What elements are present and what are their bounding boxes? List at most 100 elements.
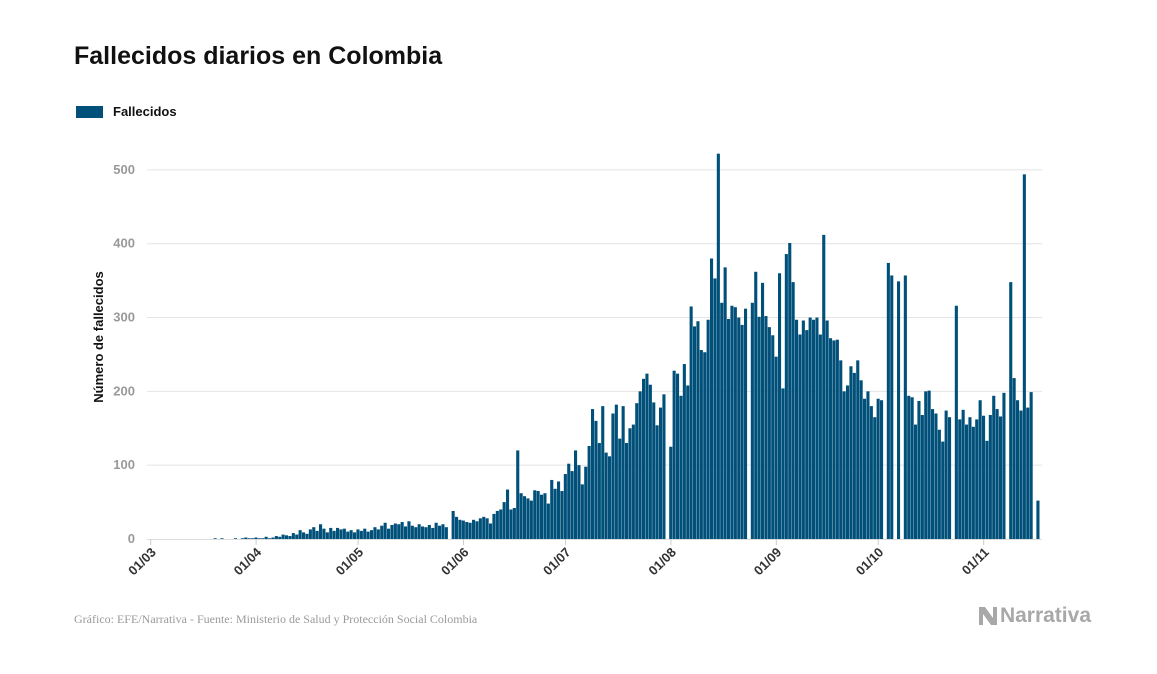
y-tick-label: 500: [113, 162, 135, 177]
bar: [451, 510, 455, 539]
bar: [601, 406, 605, 539]
bar: [754, 271, 758, 539]
y-tick-label: 300: [113, 310, 135, 325]
bar: [1022, 174, 1026, 539]
bar: [533, 490, 537, 539]
bar: [400, 522, 404, 539]
bar: [213, 538, 217, 539]
bar: [356, 529, 360, 539]
bar: [948, 417, 952, 539]
bar: [431, 527, 435, 539]
bar: [485, 518, 489, 539]
bar: [652, 402, 656, 539]
x-tick-label: 01/09: [751, 545, 785, 579]
bar: [856, 360, 860, 539]
bar: [788, 242, 792, 540]
bar: [414, 527, 418, 539]
bar: [244, 537, 248, 539]
bar: [264, 536, 268, 539]
bar: [995, 409, 999, 539]
bar: [965, 424, 969, 539]
bar: [771, 335, 775, 539]
bar: [737, 317, 741, 539]
bar: [679, 395, 683, 539]
bar: [937, 429, 941, 539]
bar: [825, 320, 829, 539]
bar: [342, 528, 346, 539]
bar: [1036, 500, 1040, 539]
bar: [257, 538, 261, 539]
bar: [611, 413, 615, 539]
bar: [846, 385, 850, 539]
bar: [815, 317, 819, 539]
bar: [910, 397, 914, 539]
bar: [625, 443, 629, 539]
bar: [642, 378, 646, 539]
bar: [982, 415, 986, 539]
bar: [720, 302, 724, 539]
bar: [1016, 400, 1020, 539]
bar: [438, 525, 442, 539]
bar: [421, 526, 425, 539]
bar: [550, 479, 554, 539]
bar: [648, 384, 652, 539]
bar: [536, 491, 540, 539]
bar: [869, 406, 873, 539]
bar: [553, 488, 557, 539]
bar: [968, 417, 972, 539]
bar: [580, 484, 584, 539]
bar: [584, 466, 588, 539]
legend: Fallecidos: [76, 104, 177, 119]
bar: [808, 317, 812, 539]
legend-label: Fallecidos: [113, 104, 177, 119]
bar: [271, 537, 275, 539]
bar: [961, 409, 965, 539]
bar: [332, 530, 336, 539]
x-tick-label: 01/07: [540, 545, 574, 579]
bar: [608, 456, 612, 539]
bar: [852, 372, 856, 539]
bar: [441, 524, 445, 539]
bar: [339, 529, 343, 539]
bar: [635, 403, 639, 539]
bar: [489, 523, 493, 539]
bar: [305, 533, 309, 539]
bar: [478, 518, 482, 539]
bar: [472, 519, 476, 539]
bar: [618, 438, 622, 539]
x-tick-label: 01/06: [438, 545, 472, 579]
bar: [329, 527, 333, 539]
bar: [812, 319, 816, 539]
bar: [465, 522, 469, 539]
bar: [890, 275, 894, 539]
bar: [839, 360, 843, 539]
bar: [784, 254, 788, 539]
bar: [781, 388, 785, 539]
bar: [638, 391, 642, 539]
bar: [699, 350, 703, 539]
bar: [907, 395, 911, 539]
bar: [359, 530, 363, 539]
bar: [672, 370, 676, 539]
bar: [597, 443, 601, 539]
bar: [353, 532, 357, 539]
bar: [866, 391, 870, 539]
bar: [835, 339, 839, 539]
bar: [278, 536, 282, 539]
bar: [876, 398, 880, 539]
bar: [716, 153, 720, 540]
bar: [659, 407, 663, 539]
bar: [744, 308, 748, 539]
bar: [978, 400, 982, 539]
bar: [295, 534, 299, 539]
bar: [693, 326, 697, 539]
bar: [519, 493, 523, 539]
bar: [774, 356, 778, 539]
bar: [570, 471, 574, 539]
x-tick-label: 01/03: [125, 545, 159, 579]
bar: [509, 509, 513, 539]
bar: [703, 352, 707, 539]
bar: [529, 500, 533, 539]
bar: [285, 535, 289, 539]
